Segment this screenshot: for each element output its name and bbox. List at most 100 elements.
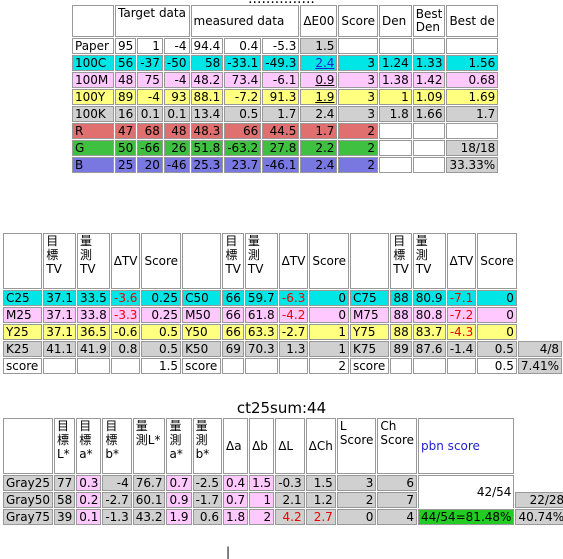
tv-score-blank: [76, 358, 110, 374]
row-name: B: [72, 157, 114, 173]
tv-measured: 83.7: [412, 324, 446, 340]
tv-patch-name: C50: [182, 290, 222, 306]
gray-value: 1: [249, 492, 275, 508]
tv-measured: 63.3: [244, 324, 278, 340]
gray-header-measured-a: 量測 a*: [166, 418, 192, 474]
de00-value: 2.4: [300, 157, 338, 173]
tv-measured: 41.9: [76, 341, 110, 357]
best-den-value: [412, 140, 446, 156]
tv-row: M25 37.1 33.8 -3.3 0.25 M50 66 61.8 -4.2 0 M75 88 80…: [3, 307, 562, 323]
pbn-right-value: 22/28: [515, 492, 563, 508]
tv-header-dtv: ΔTV: [446, 233, 477, 289]
tv-score: 1: [309, 341, 349, 357]
tv-score: 0: [309, 307, 349, 323]
gray-value: 2.1: [275, 492, 305, 508]
gray-value: 1.2: [305, 492, 336, 508]
gray-patch-name: Gray75: [3, 509, 53, 525]
tv-delta: -2.7: [278, 324, 309, 340]
de00-value: 0.9: [300, 72, 338, 88]
best-den-value: [412, 157, 446, 173]
target-row: 100K 16 0.1 0.1 13.4 0.5 1.7 2.4 3 1.8 1.66 1.7: [72, 106, 499, 122]
tv-header-dtv: ΔTV: [110, 233, 141, 289]
tv-header-measured: 量測 TV: [412, 233, 446, 289]
bottom-cut: |: [226, 545, 231, 559]
score-value: [338, 38, 379, 54]
header-best-de: Best de: [446, 5, 499, 37]
measured-value: 51.8: [190, 140, 224, 156]
target-row: R 47 68 48 48.3 66 44.5 1.7 2: [72, 123, 499, 139]
tv-score-blank: [446, 358, 477, 374]
measured-value: 91.3: [262, 89, 300, 105]
gray-value: 0.6: [192, 509, 222, 525]
tv-target: 88: [390, 290, 412, 306]
tv-header-blank: [182, 233, 222, 289]
target-value: 68: [137, 123, 163, 139]
measured-value: 25.3: [190, 157, 224, 173]
tv-score-blank: [390, 358, 412, 374]
gray-value: -4: [102, 475, 132, 491]
tv-header-blank: [349, 233, 390, 289]
pbn-score-value: 42/54: [418, 475, 515, 508]
tv-score-blank: [222, 358, 244, 374]
target-table: Target data measured data ΔE00 Score Den…: [71, 4, 500, 174]
tv-score-blank: [412, 358, 446, 374]
measured-value: 13.4: [190, 106, 224, 122]
tv-delta: -4.3: [446, 324, 477, 340]
gray-header-measured-b: 量測 b*: [192, 418, 222, 474]
gray-row: Gray25 77 0.3 -4 76.7 0.7 -2.5 0.4 1.5 -0.3 1.5 3 6 4…: [3, 475, 563, 508]
header-cut: ...............: [0, 0, 563, 7]
tv-header-measured: 量測 TV: [76, 233, 110, 289]
gray-value: 4: [377, 509, 418, 525]
gray-value: 1.9: [166, 509, 192, 525]
tv-header-score: Score: [477, 233, 517, 289]
tv-score-total: 2: [309, 358, 349, 374]
best-den-value: [412, 123, 446, 139]
tv-target: 37.1: [43, 324, 76, 340]
tv-score-row: score 1.5 score 2 score 0.5 7.41%: [3, 358, 562, 374]
gray-value: 4.2: [275, 509, 305, 525]
gray-header-dch: ΔCh: [305, 418, 336, 474]
gray-header-db: Δb: [249, 418, 275, 474]
best-den-value: 1.33: [412, 55, 446, 71]
tv-delta: -0.6: [110, 324, 141, 340]
gray-value: 0.7: [223, 492, 249, 508]
tv-table: 目標 TV 量測 TV ΔTV Score 目標 TV 量測 TV ΔTV Score 目標 TV 量測 TV…: [2, 232, 563, 375]
target-row: 100Y 89 -4 93 88.1 -7.2 91.3 1.9 3 1 1.09 1.69: [72, 89, 499, 105]
gray-value: 2: [336, 492, 377, 508]
target-value: 95: [115, 38, 137, 54]
measured-value: -5.3: [262, 38, 300, 54]
measured-value: 1.7: [262, 106, 300, 122]
tv-score-blank: [110, 358, 141, 374]
gray-value: 0.1: [76, 509, 102, 525]
right-pct: 40.74%: [515, 509, 563, 525]
tv-delta: -3.3: [110, 307, 141, 323]
den-value: 1.38: [379, 72, 412, 88]
gray-patch-name: Gray25: [3, 475, 53, 491]
target-row: 100M 48 75 -4 48.2 73.4 -6.1 0.9 3 1.38 1.42 0.68: [72, 72, 499, 88]
row-name: 100Y: [72, 89, 114, 105]
tv-row: C25 37.1 33.5 -3.6 0.25 C50 66 59.7 -6.3 0 C75 88 80…: [3, 290, 562, 306]
gray-header-row: 目標 L* 目標 a* 目標 b* 量測L* 量測 a* 量測 b* Δa Δb ΔL ΔCh L Score C…: [3, 418, 563, 474]
row-name: 100C: [72, 55, 114, 71]
gray-value: 2: [249, 509, 275, 525]
target-value: 26: [163, 140, 190, 156]
gray-header-dl: ΔL: [275, 418, 305, 474]
target-value: 93: [163, 89, 190, 105]
target-value: -4: [163, 72, 190, 88]
gray-value: 6: [377, 475, 418, 491]
best-den-value: 1.66: [412, 106, 446, 122]
gray-value: 0.2: [76, 492, 102, 508]
tv-row: K25 41.1 41.9 0.8 0.5 K50 69 70.3 1.3 1 K75 89 87.6-…: [3, 341, 562, 357]
header-score: Score: [338, 5, 379, 37]
tv-score-label: score: [349, 358, 390, 374]
measured-value: 23.7: [224, 157, 262, 173]
de00-value: 1.9: [300, 89, 338, 105]
target-value: 47: [115, 123, 137, 139]
measured-value: 44.5: [262, 123, 300, 139]
tv-delta: 1.3: [278, 341, 309, 357]
tv-score: 0: [477, 290, 517, 306]
row-name: R: [72, 123, 114, 139]
tv-score: 0.5: [141, 324, 182, 340]
score-value: 2: [338, 140, 379, 156]
tv-target: 89: [390, 341, 412, 357]
